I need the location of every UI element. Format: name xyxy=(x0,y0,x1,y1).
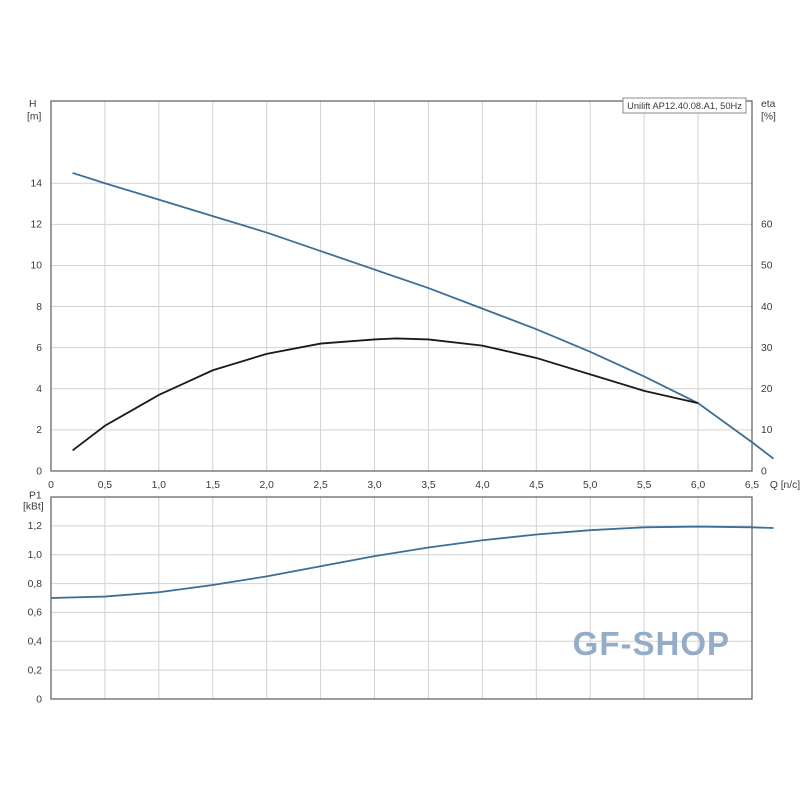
svg-text:[m]: [m] xyxy=(27,112,41,123)
svg-text:2,5: 2,5 xyxy=(313,480,328,491)
svg-text:10: 10 xyxy=(761,425,773,436)
svg-text:1,0: 1,0 xyxy=(28,550,43,561)
svg-text:5,0: 5,0 xyxy=(583,480,598,491)
svg-text:50: 50 xyxy=(761,261,773,272)
svg-text:[kBt]: [kBt] xyxy=(23,502,44,513)
svg-text:0: 0 xyxy=(48,480,54,491)
svg-text:3,0: 3,0 xyxy=(367,480,382,491)
svg-text:0,2: 0,2 xyxy=(28,665,43,676)
svg-text:eta: eta xyxy=(761,99,776,110)
svg-text:6,0: 6,0 xyxy=(691,480,706,491)
svg-text:1,5: 1,5 xyxy=(206,480,221,491)
svg-text:2: 2 xyxy=(36,425,42,436)
svg-text:0: 0 xyxy=(36,466,42,477)
svg-text:3,5: 3,5 xyxy=(421,480,436,491)
svg-text:10: 10 xyxy=(31,261,43,272)
svg-text:GF-SHOP: GF-SHOP xyxy=(573,625,730,662)
svg-text:H: H xyxy=(29,99,36,110)
svg-text:Unilift AP12.40.08.A1, 50Hz: Unilift AP12.40.08.A1, 50Hz xyxy=(627,101,742,111)
svg-text:1,2: 1,2 xyxy=(28,521,43,532)
svg-text:0,8: 0,8 xyxy=(28,579,43,590)
svg-text:4,5: 4,5 xyxy=(529,480,544,491)
svg-text:8: 8 xyxy=(36,302,42,313)
svg-text:[%]: [%] xyxy=(761,112,776,123)
svg-text:0,4: 0,4 xyxy=(28,637,43,648)
svg-text:20: 20 xyxy=(761,384,773,395)
svg-text:40: 40 xyxy=(761,302,773,313)
svg-text:2,0: 2,0 xyxy=(260,480,275,491)
svg-text:4: 4 xyxy=(36,384,42,395)
svg-text:6: 6 xyxy=(36,343,42,354)
svg-text:0: 0 xyxy=(761,466,767,477)
svg-text:0: 0 xyxy=(36,694,42,705)
svg-text:Q [n/c]: Q [n/c] xyxy=(770,480,800,491)
svg-text:1,0: 1,0 xyxy=(152,480,167,491)
svg-text:12: 12 xyxy=(31,220,43,231)
svg-text:5,5: 5,5 xyxy=(637,480,652,491)
svg-text:4,0: 4,0 xyxy=(475,480,490,491)
svg-text:30: 30 xyxy=(761,343,773,354)
svg-text:14: 14 xyxy=(31,179,43,190)
svg-text:P1: P1 xyxy=(29,491,42,502)
svg-text:60: 60 xyxy=(761,220,773,231)
svg-text:0,5: 0,5 xyxy=(98,480,113,491)
svg-text:6,5: 6,5 xyxy=(745,480,760,491)
svg-text:0,6: 0,6 xyxy=(28,608,43,619)
